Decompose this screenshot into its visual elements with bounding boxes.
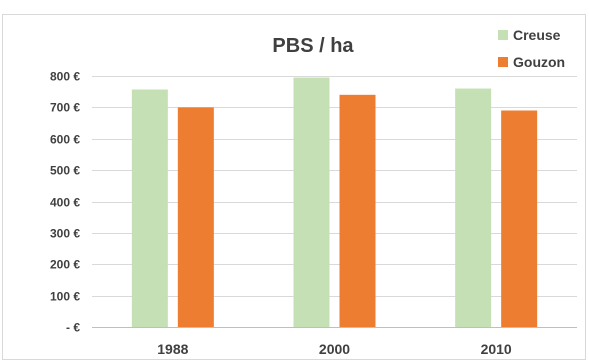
legend-swatch-gouzon [498,57,508,67]
gridlines [92,76,577,297]
y-tick-label: 500 € [50,164,80,178]
x-tick-label: 2010 [481,341,512,357]
y-tick-label: - € [66,321,80,335]
y-tick-label: 100 € [50,290,80,304]
bar-creuse-1988 [131,89,168,328]
legend-swatch-creuse [498,30,508,40]
y-tick-label: 200 € [50,258,80,272]
y-tick-label: 400 € [50,196,80,210]
x-tick-label: 1988 [157,341,188,357]
bar-gouzon-1988 [177,107,214,327]
y-tick-label: 700 € [50,101,80,115]
y-tick-label: 800 € [50,70,80,84]
bar-gouzon-2010 [501,110,538,327]
bar-creuse-2000 [293,77,330,327]
y-tick-label: 600 € [50,133,80,147]
legend-label-gouzon: Gouzon [513,54,565,70]
chart-title: PBS / ha [272,35,354,57]
x-axis-ticks: 1988 2000 2010 [157,341,512,357]
y-tick-label: 300 € [50,227,80,241]
legend-label-creuse: Creuse [513,27,561,43]
bar-creuse-2010 [455,88,492,327]
legend: Creuse Gouzon [498,27,565,70]
bars [131,77,538,328]
bar-gouzon-2000 [339,94,376,327]
y-axis-ticks: - € 100 € 200 € 300 € 400 € 500 € 600 € 700 € 80… [50,70,80,335]
x-tick-label: 2000 [319,341,350,357]
